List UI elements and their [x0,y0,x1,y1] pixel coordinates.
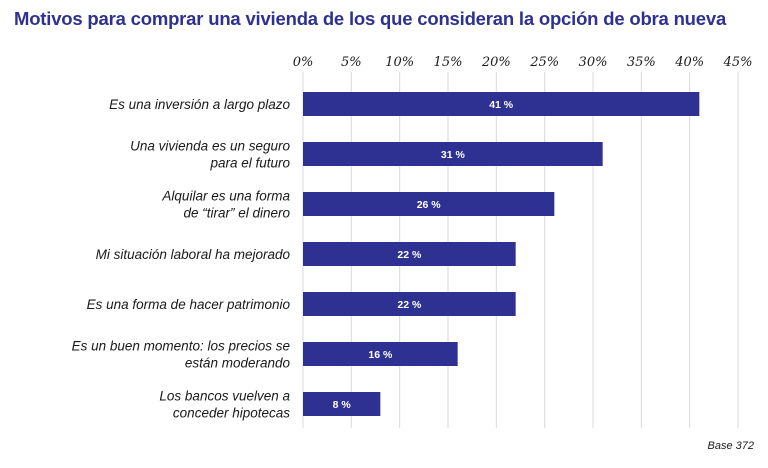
category-label: Es un buen momento: los precios se están … [72,339,291,371]
category-label-line: conceder hipotecas [173,406,290,421]
category-label: Es una forma de hacer patrimonio [87,297,291,312]
x-tick-label: 5% [341,55,362,70]
bar [303,92,700,116]
category-label-line: Es una inversión a largo plazo [109,97,290,112]
category-label-line: de “tirar” el dinero [183,206,290,221]
data-label: 41 % [489,99,514,111]
category-label: Una vivienda es un seguro para el futuro [130,139,290,171]
x-tick-label: 35% [627,55,656,70]
category-label-line: para el futuro [209,156,290,171]
x-tick-label: 40% [674,55,704,70]
x-tick-label: 10% [385,55,414,70]
data-label: 8 % [333,399,352,411]
data-label: 22 % [397,249,422,261]
x-tick-label: 25% [529,55,559,70]
chart-title: Motivos para comprar una vivienda de los… [14,8,727,29]
data-label: 16 % [368,349,393,361]
bar [303,392,381,416]
category-label: Es una inversión a largo plazo [109,97,290,112]
category-label-line: están moderando [185,356,291,371]
x-tick-label: 30% [579,55,608,70]
bar [303,342,458,366]
bar [303,292,516,316]
category-label-line: Alquilar es una forma [161,189,290,204]
category-label-line: Los bancos vuelven a [159,389,290,404]
data-label: 31 % [441,149,466,161]
category-label-line: Mi situación laboral ha mejorado [96,247,291,262]
category-label: Alquilar es una forma de “tirar” el diner… [161,189,290,221]
category-label-line: Es una forma de hacer patrimonio [87,297,291,312]
data-label: 26 % [417,199,442,211]
data-label: 22 % [397,299,422,311]
base-note: Base 372 [707,440,754,452]
bar [303,192,555,216]
x-tick-label: 45% [723,55,753,70]
category-label: Mi situación laboral ha mejorado [96,247,291,262]
category-label: Los bancos vuelven a conceder hipotecas [159,389,290,421]
category-label-line: Una vivienda es un seguro [130,139,290,154]
x-tick-label: 15% [434,55,463,70]
category-label-line: Es un buen momento: los precios se [72,339,290,354]
bar [303,242,516,266]
x-tick-label: 0% [293,55,314,70]
x-tick-label: 20% [481,55,511,70]
bar [303,142,603,166]
